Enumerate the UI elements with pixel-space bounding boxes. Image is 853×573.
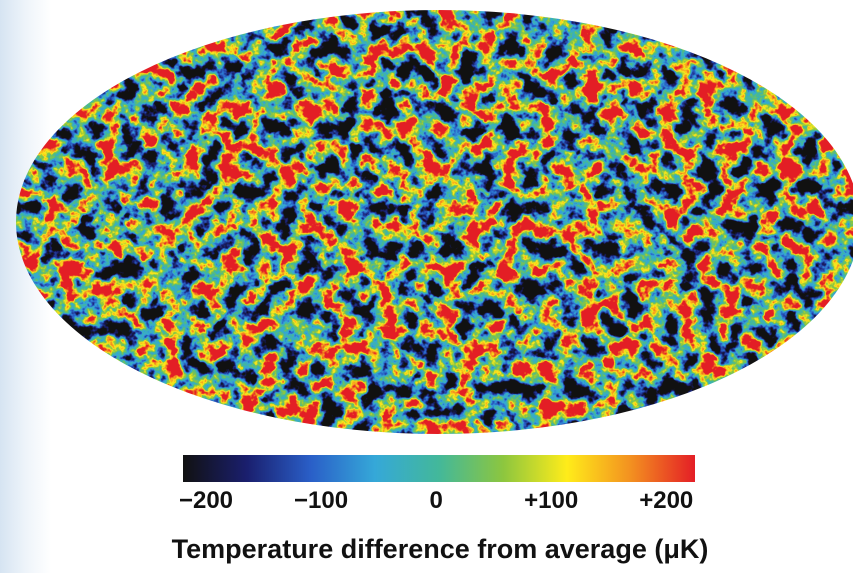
tick-label: +100 bbox=[524, 487, 578, 514]
tick-label: +200 bbox=[639, 487, 693, 514]
colorbar-scale bbox=[183, 455, 695, 482]
tick-label: 0 bbox=[429, 487, 442, 514]
tick-label: −200 bbox=[179, 487, 233, 514]
colorbar: −200 −100 0 +100 +200 bbox=[179, 455, 695, 514]
sky-map bbox=[16, 10, 853, 434]
tick-label: −100 bbox=[294, 487, 348, 514]
temperature-field bbox=[16, 10, 853, 434]
colorbar-label: Temperature difference from average (μK) bbox=[172, 534, 709, 564]
